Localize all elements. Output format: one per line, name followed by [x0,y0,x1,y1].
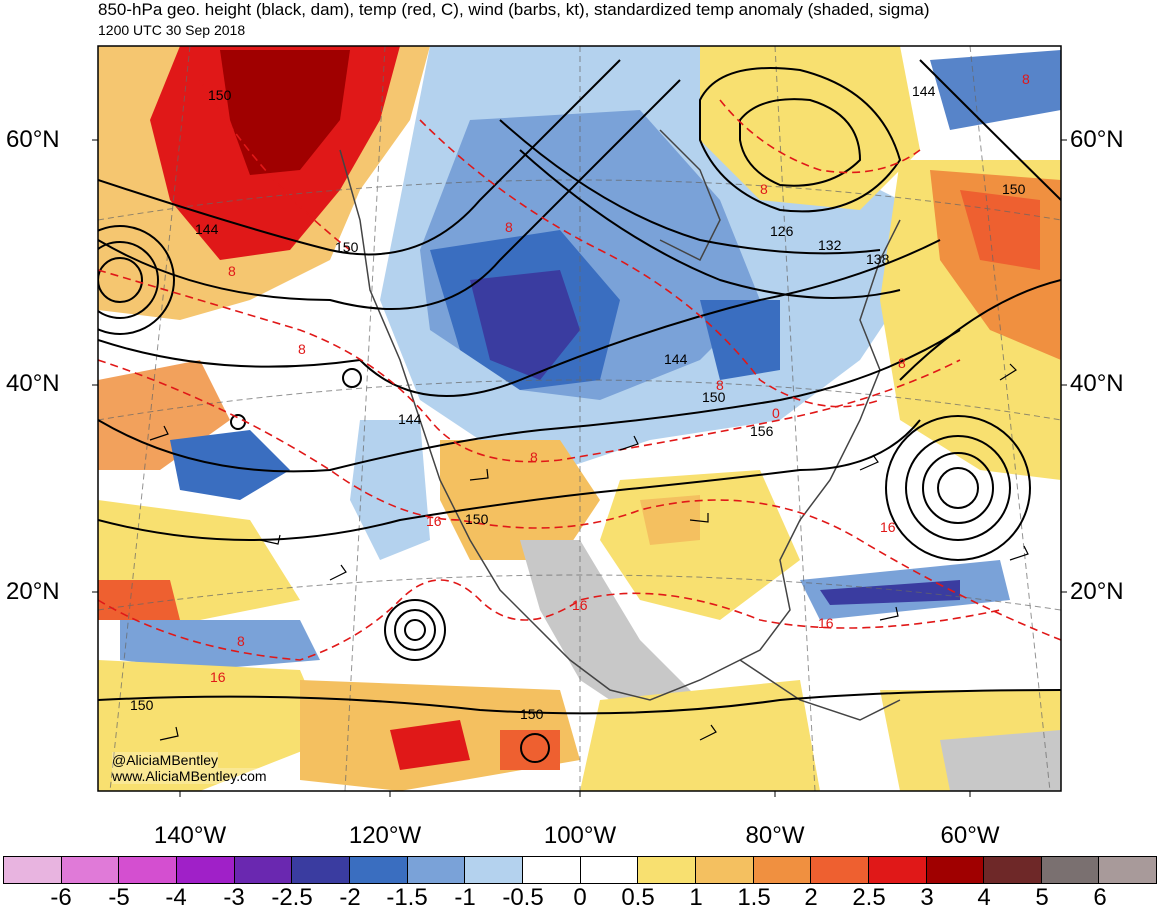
lon-label: 60°W [940,822,1000,849]
height-label: 144 [398,411,422,427]
colorbar-segment [753,857,812,883]
temperature-label: 8 [298,341,306,357]
colorbar-segment [1099,857,1157,883]
height-label: 144 [912,83,936,99]
colorbar-segment [695,857,754,883]
lat-label-right: 20°N [1070,578,1124,605]
map-plot-area: 150 144 150 150 150 144 150 156 126 132 … [98,46,1061,791]
temperature-label: 8 [237,633,245,649]
colorbar-segment [926,857,985,883]
height-labels: 150 144 150 150 150 144 150 156 126 132 … [130,83,1026,722]
lat-label-right: 60°N [1070,126,1124,153]
lon-label: 140°W [153,822,227,849]
temperature-label: 16 [880,519,896,535]
colorbar-label: -6 [50,884,72,911]
lon-label: 80°W [745,822,805,849]
lon-label: 120°W [348,822,422,849]
colorbar-segment [234,857,293,883]
colorbar-segment [176,857,235,883]
colorbar-label: -2.5 [271,884,313,911]
colorbar-label: 0.5 [621,884,655,911]
temperature-contours [98,79,1061,661]
colorbar-segment [811,857,869,883]
axis-ticks [92,139,1067,797]
colorbar-segment [1041,857,1100,883]
colorbar-label: 6 [1093,884,1107,911]
height-label: 126 [770,223,794,239]
temperature-label: 0 [772,405,780,421]
height-label: 144 [664,351,688,367]
map-title: 850-hPa geo. height (black, dam), temp (… [98,0,930,19]
temperature-label: 16 [210,669,226,685]
height-label: 138 [866,251,890,267]
colorbar-segment [868,857,927,883]
colorbar-label: -5 [108,884,130,911]
colorbar-segment [4,857,62,883]
colorbar-segment [292,857,350,883]
temperature-label: 8 [1022,71,1030,87]
height-label: 156 [750,423,774,439]
anomaly-shading [98,46,1061,791]
colorbar-segment [465,857,523,883]
map-valid-time: 1200 UTC 30 Sep 2018 [98,22,246,38]
colorbar-label: -4 [165,884,187,911]
lon-label: 100°W [543,822,617,849]
temperature-label: 8 [228,263,236,279]
height-label: 144 [195,221,219,237]
lat-label-left: 60°N [6,126,60,153]
height-label: 150 [1002,181,1026,197]
colorbar-label: -3 [223,884,245,911]
lat-label-left: 20°N [6,578,60,605]
colorbar-label: 0 [573,884,587,911]
colorbar-segment [119,857,177,883]
colorbar-label: 5 [1035,884,1049,911]
colorbar-label: -1 [454,884,476,911]
colorbar-label: 4 [977,884,991,911]
colorbar-segment [638,857,696,883]
temperature-label: 8 [530,449,538,465]
lat-label-left: 40°N [6,370,60,397]
height-label: 150 [130,697,154,713]
temperature-label: 16 [818,615,834,631]
anomaly-colorbar [3,856,1157,884]
colorbar-segment [407,857,466,883]
colorbar-segment [580,857,639,883]
colorbar-label: -1.5 [386,884,428,911]
colorbar-label: 2 [804,884,818,911]
temperature-label: 8 [898,355,906,371]
colorbar-label: -0.5 [502,884,544,911]
height-label: 150 [335,239,359,255]
temperature-label: 8 [716,377,724,393]
colorbar-label: -2 [339,884,361,911]
colorbar-segment [522,857,581,883]
temperature-label: 16 [426,513,442,529]
colorbar-segment [349,857,408,883]
colorbar-segment [61,857,120,883]
height-contours [98,59,1061,763]
coastlines [339,129,901,721]
credit-handle: @AliciaMBentley [112,752,219,768]
temperature-label: 8 [760,181,768,197]
temperature-label: 8 [505,219,513,235]
lat-label-right: 40°N [1070,370,1124,397]
colorbar-label: 1 [689,884,703,911]
colorbar-label: 3 [920,884,934,911]
height-label: 150 [465,511,489,527]
wind-barbs [149,363,1029,741]
temperature-label: 16 [572,597,588,613]
colorbar-segment [984,857,1042,883]
credit-website: www.AliciaMBentley.com [112,768,267,784]
height-label: 150 [520,706,544,722]
height-label: 150 [208,87,232,103]
temperature-labels: 8 8 8 8 16 16 16 16 16 0 8 8 8 8 8 [210,71,1030,685]
colorbar-label: 1.5 [737,884,771,911]
height-label: 132 [818,237,842,253]
height-label: 150 [702,389,726,405]
colorbar-label: 2.5 [852,884,886,911]
